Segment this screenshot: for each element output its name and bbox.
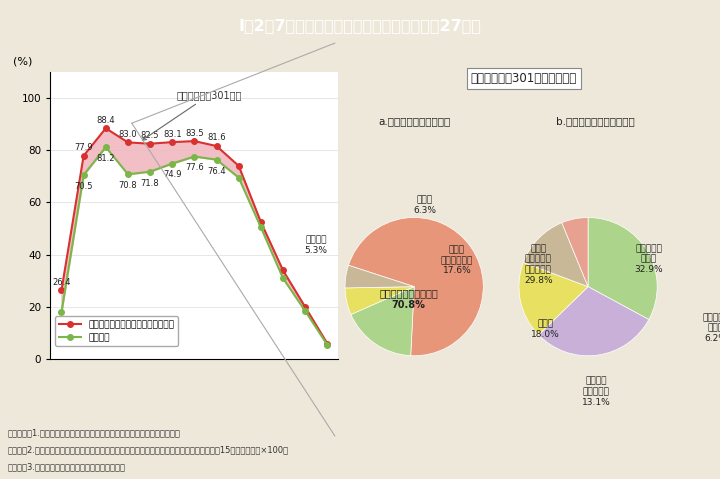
Text: 非正規の職員・従業員
70.8%: 非正規の職員・従業員 70.8% xyxy=(379,288,438,310)
Text: その他
18.0%: その他 18.0% xyxy=(531,320,559,339)
Wedge shape xyxy=(588,217,657,319)
Text: 26.4: 26.4 xyxy=(53,278,71,287)
Text: 76.4: 76.4 xyxy=(207,167,226,175)
Text: 2.労働力率＋就業希望者の対人口割合は，（「労働力人口」＋「就業希望者」）／「15歳以上人口」×100。: 2.労働力率＋就業希望者の対人口割合は，（「労働力人口」＋「就業希望者」）／「1… xyxy=(7,445,288,455)
Legend: 労働力率＋就業希望者の対人口割合, 労働力率: 労働力率＋就業希望者の対人口割合, 労働力率 xyxy=(55,316,178,346)
Wedge shape xyxy=(348,217,483,356)
Text: a.　希望する就業形態別: a. 希望する就業形態別 xyxy=(378,117,450,126)
Text: 81.6: 81.6 xyxy=(207,134,226,142)
Wedge shape xyxy=(351,286,414,356)
Text: 77.6: 77.6 xyxy=(185,163,204,172)
Text: b.　求職していない理由別: b. 求職していない理由別 xyxy=(557,117,635,126)
Text: 自営業主
5.3%: 自営業主 5.3% xyxy=(305,236,328,255)
Text: 74.9: 74.9 xyxy=(163,171,181,180)
Text: 83.0: 83.0 xyxy=(119,130,138,139)
Text: (%): (%) xyxy=(13,56,32,66)
Text: 88.4: 88.4 xyxy=(96,116,115,125)
Wedge shape xyxy=(562,217,588,286)
Text: 介護・看護
のため
6.2%: 介護・看護 のため 6.2% xyxy=(703,313,720,343)
Text: 就業希望者：301万人: 就業希望者：301万人 xyxy=(143,90,242,140)
Wedge shape xyxy=(345,286,414,315)
Text: 健康上の
理由のため
13.1%: 健康上の 理由のため 13.1% xyxy=(582,377,611,407)
Text: （備考）、1.总務省「労働力調査（詳細集計）」（平成２７年）より作成。: （備考）、1.总務省「労働力調査（詳細集計）」（平成２７年）より作成。 xyxy=(7,429,180,438)
Text: 適当な
仕事があり
そうにない
29.8%: 適当な 仕事があり そうにない 29.8% xyxy=(524,244,553,285)
Text: 77.9: 77.9 xyxy=(74,143,93,152)
Text: 71.8: 71.8 xyxy=(141,179,159,188)
Wedge shape xyxy=(539,286,649,356)
Text: 正規の
職員・従業員
17.6%: 正規の 職員・従業員 17.6% xyxy=(441,245,473,275)
Text: 83.1: 83.1 xyxy=(163,130,181,138)
Text: その他
6.3%: その他 6.3% xyxy=(413,195,436,215)
Text: 3.「自営業主」には，「内職者」を含む。: 3.「自営業主」には，「内職者」を含む。 xyxy=(7,462,125,471)
Text: 70.5: 70.5 xyxy=(74,182,93,191)
Text: 出産・育児
のため
32.9%: 出産・育児 のため 32.9% xyxy=(634,244,663,274)
Wedge shape xyxy=(523,223,588,286)
Text: 83.5: 83.5 xyxy=(185,128,204,137)
Text: 70.8: 70.8 xyxy=(119,181,138,190)
Text: 82.5: 82.5 xyxy=(141,131,159,140)
Text: 81.2: 81.2 xyxy=(96,154,115,163)
Text: 就業希望者（301万人）の内訳: 就業希望者（301万人）の内訳 xyxy=(471,72,577,85)
Wedge shape xyxy=(345,265,414,288)
Wedge shape xyxy=(519,262,588,335)
Text: I－2－7図　女性の就業希望者の内訳（平成27年）: I－2－7図 女性の就業希望者の内訳（平成27年） xyxy=(238,18,482,33)
